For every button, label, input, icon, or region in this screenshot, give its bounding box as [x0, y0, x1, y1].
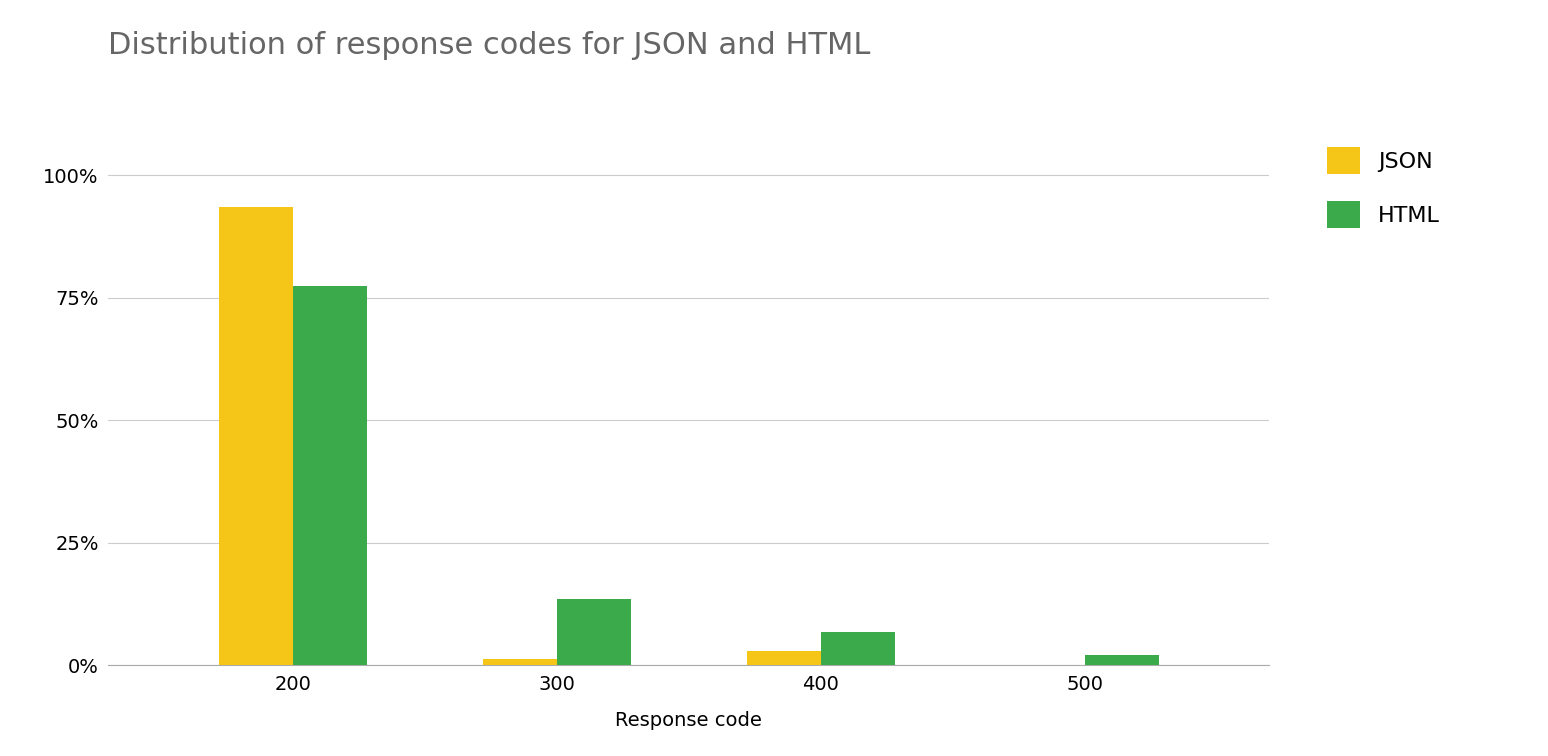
Bar	[293, 286, 367, 665]
Bar	[820, 632, 895, 665]
Bar	[557, 599, 632, 665]
Bar	[220, 207, 293, 665]
X-axis label: Response code: Response code	[616, 711, 762, 730]
Legend: JSON, HTML: JSON, HTML	[1327, 147, 1440, 228]
Bar	[746, 651, 820, 665]
Bar	[483, 659, 557, 665]
Text: Distribution of response codes for JSON and HTML: Distribution of response codes for JSON …	[108, 32, 870, 60]
Bar	[1085, 655, 1158, 665]
